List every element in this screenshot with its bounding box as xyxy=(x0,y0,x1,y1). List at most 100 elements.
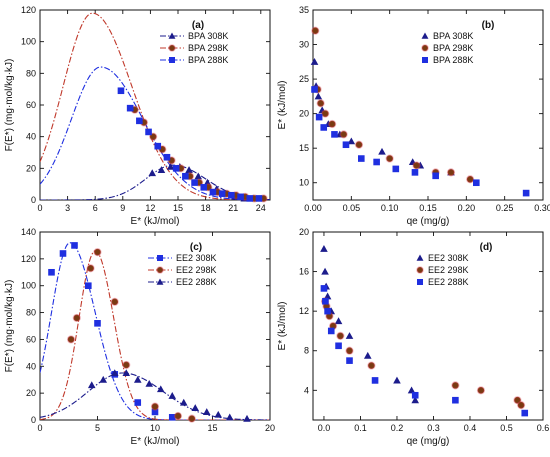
data-point xyxy=(110,297,119,306)
y-tick-label: 20 xyxy=(26,163,36,173)
y-tick-label: 40 xyxy=(26,132,36,142)
y-tick-label: 80 xyxy=(26,308,36,318)
data-point xyxy=(367,361,376,370)
data-point xyxy=(322,297,329,305)
legend-marker xyxy=(416,254,424,261)
legend-label: EE2 308K xyxy=(428,253,469,263)
y-axis-label: E* (kJ/mol) xyxy=(277,81,288,130)
data-point xyxy=(194,172,203,180)
panel-tag: (d) xyxy=(480,242,493,253)
x-tick-label: 0.25 xyxy=(496,203,514,213)
data-point xyxy=(225,413,234,421)
data-point xyxy=(392,165,400,173)
y-axis-label: F(E*) (mg·mol/kg·kJ) xyxy=(4,59,15,152)
data-point xyxy=(336,331,345,340)
data-point xyxy=(93,248,102,257)
data-point xyxy=(173,411,183,421)
y-tick-label: 12 xyxy=(299,306,309,316)
data-point xyxy=(320,285,328,292)
data-point xyxy=(151,408,159,416)
legend-label: BPA 298K xyxy=(188,43,228,53)
panel-3: 0 5 10 15 20 0 20 40 60 80 100 120 140 E* (kJ/mol) F(E… xyxy=(4,227,275,447)
data-point xyxy=(218,190,226,197)
legend-marker xyxy=(156,278,164,285)
data-point xyxy=(133,375,142,383)
x-tick-label: 0.00 xyxy=(304,203,322,213)
legend-marker xyxy=(157,255,163,261)
series-3 xyxy=(311,86,530,197)
data-point xyxy=(87,381,96,389)
y-tick-label: 100 xyxy=(21,37,36,47)
x-tick-label: 9 xyxy=(120,203,125,213)
legend: BPA 308K BPA 298K BPA 288K xyxy=(421,31,473,65)
y-tick-label: 80 xyxy=(26,68,36,78)
data-point xyxy=(354,140,364,149)
data-point xyxy=(191,179,198,186)
data-point xyxy=(513,396,522,405)
panel-2: 0.00 0.05 0.10 0.15 0.20 0.25 0.30 10 15 20 25 30 35… xyxy=(277,5,550,227)
data-point xyxy=(237,193,244,201)
data-point xyxy=(516,401,526,410)
data-point xyxy=(412,161,421,170)
x-tick-label: 15 xyxy=(207,423,217,433)
data-point xyxy=(86,264,95,273)
data-point xyxy=(168,414,176,421)
data-point xyxy=(66,335,76,344)
panel-4: 0.0 0.1 0.2 0.3 0.4 0.5 0.6 4 8 12 16 20 qe (mg/g) E*… xyxy=(277,227,549,447)
y-tick-label: 100 xyxy=(21,281,36,291)
data-point xyxy=(385,154,394,163)
legend-label: BPA 308K xyxy=(188,31,228,41)
series-2 xyxy=(66,248,196,423)
data-point xyxy=(393,376,401,384)
data-point xyxy=(110,369,119,377)
legend: BPA 308K BPA 298K BPA 288K xyxy=(160,31,228,65)
legend-marker xyxy=(421,44,429,52)
data-point xyxy=(476,386,486,395)
data-point xyxy=(345,332,354,339)
data-point xyxy=(200,184,208,191)
x-tick-label: 6 xyxy=(93,203,98,213)
data-point xyxy=(314,92,323,100)
legend-label: EE2 288K xyxy=(428,277,469,287)
x-tick-label: 0.05 xyxy=(343,203,361,213)
data-point xyxy=(255,195,263,202)
legend-marker xyxy=(156,266,164,274)
legend-marker xyxy=(168,32,176,39)
legend-label: BPA 288K xyxy=(188,55,228,65)
data-point xyxy=(331,131,338,138)
data-point xyxy=(185,166,193,173)
data-point xyxy=(452,396,459,404)
y-tick-label: 8 xyxy=(304,346,309,356)
fit-curve-3 xyxy=(40,66,270,200)
x-tick-label: 0.10 xyxy=(381,203,399,213)
data-point xyxy=(328,119,337,129)
x-tick-label: 0.2 xyxy=(391,423,404,433)
panel-tag: (b) xyxy=(482,20,495,31)
y-tick-label: 15 xyxy=(299,143,309,153)
x-tick-label: 15 xyxy=(173,203,183,213)
x-tick-label: 0.0 xyxy=(318,423,331,433)
data-point xyxy=(157,166,166,173)
y-tick-label: 20 xyxy=(299,109,309,119)
legend-marker xyxy=(168,44,176,52)
x-tick-label: 0.3 xyxy=(427,423,440,433)
data-point xyxy=(203,178,212,186)
data-point xyxy=(71,242,78,249)
x-tick-label: 0.1 xyxy=(354,423,367,433)
data-point xyxy=(521,409,529,417)
data-point xyxy=(324,307,331,315)
x-axis-label: E* (kJ/mol) xyxy=(131,216,180,227)
data-point xyxy=(94,320,101,327)
data-point xyxy=(335,342,342,350)
data-point xyxy=(446,168,456,177)
data-point xyxy=(334,317,343,325)
y-tick-label: 40 xyxy=(26,361,36,371)
x-tick-label: 0.6 xyxy=(537,423,550,433)
data-point xyxy=(327,327,335,335)
y-tick-label: 0 xyxy=(31,415,36,425)
legend-label: BPA 288K xyxy=(433,55,473,65)
x-axis-label: qe (mg/g) xyxy=(407,216,450,227)
data-point xyxy=(378,147,386,155)
data-point xyxy=(316,99,325,108)
